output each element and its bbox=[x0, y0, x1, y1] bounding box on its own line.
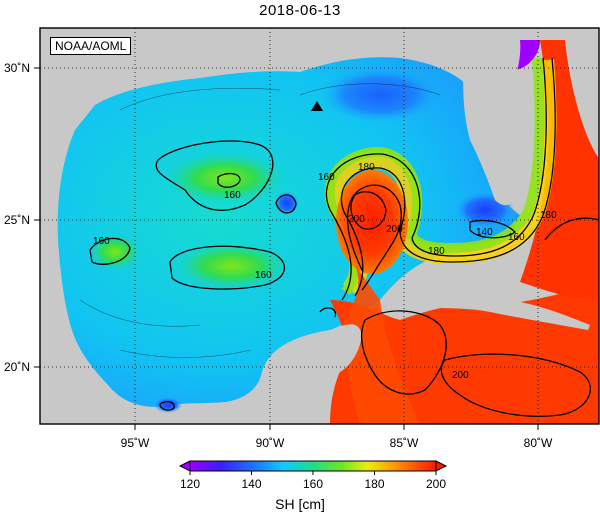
lat-label: 25˚N bbox=[4, 213, 30, 227]
contour-label: 200 bbox=[452, 370, 469, 381]
colorbar-tick: 140 bbox=[241, 477, 261, 491]
credit-label: NOAA/AOML bbox=[50, 37, 132, 55]
atlantic-warm-water bbox=[520, 40, 599, 300]
map-title: 2018-06-13 bbox=[259, 2, 341, 19]
yucatan-peninsula bbox=[262, 324, 362, 401]
axis-ticks bbox=[34, 67, 539, 430]
colorbar-tick: 180 bbox=[364, 477, 384, 491]
blue-low-south bbox=[154, 397, 182, 413]
lon-label: 85˚W bbox=[390, 436, 419, 450]
contour-label: 180 bbox=[428, 246, 445, 257]
cuba bbox=[410, 291, 590, 330]
lon-label: 90˚W bbox=[256, 436, 285, 450]
map-frame bbox=[39, 27, 600, 425]
contour-label: 180 bbox=[540, 210, 557, 221]
lat-label: 20˚N bbox=[4, 360, 30, 374]
green-high-west bbox=[165, 152, 285, 204]
contour-label: 180 bbox=[358, 162, 375, 173]
colorbar-label: SH [cm] bbox=[275, 496, 325, 512]
contour-label: 200 bbox=[348, 214, 365, 225]
station-marker bbox=[311, 101, 323, 111]
colorbar-tick: 200 bbox=[426, 477, 446, 491]
green-high-sw bbox=[89, 234, 141, 270]
florida bbox=[463, 40, 521, 206]
contour-label: 160 bbox=[255, 270, 272, 281]
contour-lines bbox=[89, 57, 599, 417]
green-high-center bbox=[174, 242, 290, 290]
lat-label: 30˚N bbox=[4, 61, 30, 75]
colorbar-tick: 120 bbox=[180, 477, 200, 491]
gulf-of-mexico bbox=[57, 57, 521, 407]
contour-label: 200 bbox=[386, 224, 403, 235]
contour-label-group: 160 160 160 160 180 200 200 180 160 140 … bbox=[93, 162, 557, 381]
contour-label: 160 bbox=[93, 236, 110, 247]
contour-label: 160 bbox=[318, 172, 335, 183]
lon-label: 80˚W bbox=[524, 436, 553, 450]
contour-label: 160 bbox=[224, 190, 241, 201]
colorbar: 120 140 160 180 200 bbox=[178, 460, 448, 491]
contour-label: 160 bbox=[508, 232, 525, 243]
colorbar-tick: 160 bbox=[303, 477, 323, 491]
contour-label: 140 bbox=[476, 227, 493, 238]
lon-label: 95˚W bbox=[121, 436, 150, 450]
